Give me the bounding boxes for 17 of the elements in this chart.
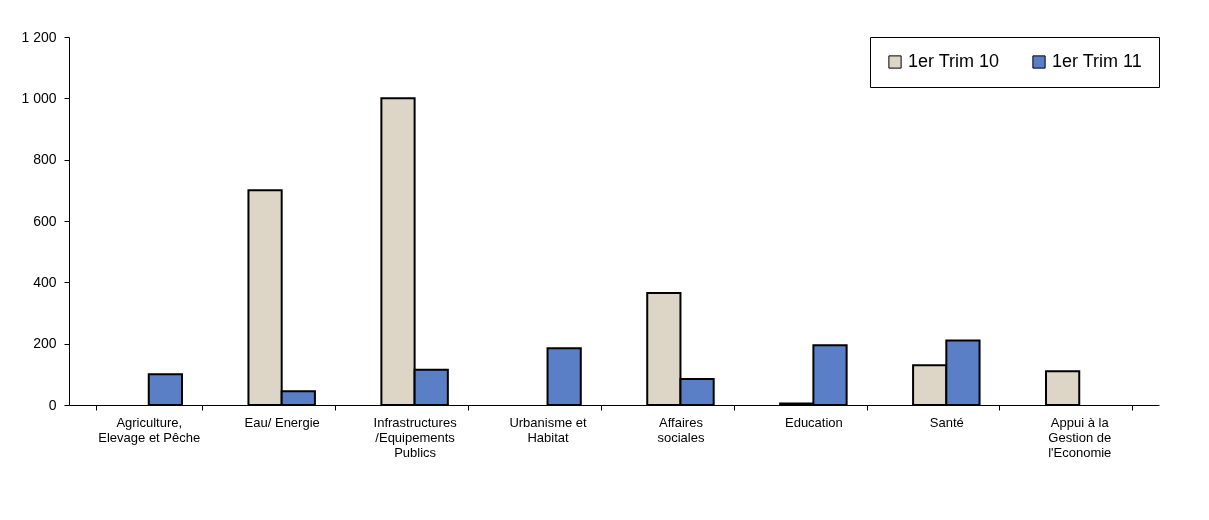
x-tick-label: Affaires sociales (657, 414, 705, 445)
x-tick-label: Urbanisme et Habitat (509, 414, 588, 445)
x-tick-label: Infrastructures /Equipements Publics (373, 414, 458, 460)
y-tick-label: 400 (33, 273, 57, 290)
y-tick-label: 0 (48, 396, 57, 413)
y-tick-label: 800 (33, 151, 57, 168)
legend-label: 1er Trim 10 (908, 51, 1000, 71)
y-tick-label: 1 200 (21, 28, 57, 45)
x-tick-label: Eau/ Energie (244, 414, 320, 430)
x-tick-label: Education (784, 414, 843, 430)
x-tick-label: Appui à la Gestion de l'Economie (1048, 414, 1112, 460)
legend-label: 1er Trim 11 (1052, 51, 1142, 71)
x-tick-label: Santé (929, 414, 964, 430)
y-tick-label: 1 000 (21, 89, 57, 106)
y-tick-label: 200 (33, 335, 57, 352)
x-tick-label: Agriculture, Elevage et Pêche (98, 414, 201, 445)
y-tick-label: 600 (33, 212, 57, 229)
